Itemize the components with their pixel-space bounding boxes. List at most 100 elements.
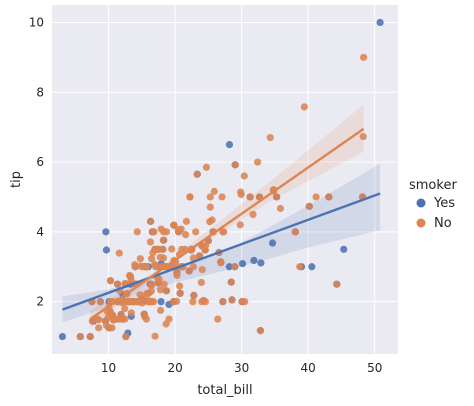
legend-marker-no xyxy=(416,218,426,228)
scatter-point-no xyxy=(162,320,170,328)
scatter-point-yes xyxy=(102,228,110,236)
scatter-point-no xyxy=(182,217,191,225)
regression-line-no xyxy=(89,127,365,321)
scatter-point-no xyxy=(131,263,139,271)
scatter-point-no xyxy=(227,278,235,286)
scatter-point-yes xyxy=(250,256,258,265)
scatter-point-no xyxy=(300,103,308,111)
y-tick-label: 2 xyxy=(36,295,44,309)
scatter-point-no xyxy=(115,315,123,323)
scatter-point-no xyxy=(231,263,239,271)
scatter-point-no xyxy=(121,305,129,313)
x-tick-label: 20 xyxy=(167,361,182,375)
legend-label-no: No xyxy=(434,216,452,231)
scatter-point-no xyxy=(159,245,167,253)
scatter-point-no xyxy=(219,298,227,306)
y-tick-label: 4 xyxy=(36,225,44,239)
legend: smoker Yes No xyxy=(409,178,457,231)
scatter-point-no xyxy=(192,228,200,236)
scatter-point-no xyxy=(126,272,134,281)
scatter-point-no xyxy=(246,193,254,201)
scatter-point-no xyxy=(199,297,208,305)
scatter-point-no xyxy=(249,210,257,218)
scatter-point-no xyxy=(217,258,225,266)
scatter-point-no xyxy=(276,204,285,213)
scatter-point-no xyxy=(170,221,178,229)
scatter-point-no xyxy=(143,290,151,298)
legend-title: smoker xyxy=(409,178,457,193)
x-tick-label: 50 xyxy=(367,361,382,375)
scatter-point-yes xyxy=(102,246,111,254)
scatter-point-no xyxy=(219,228,228,236)
scatter-point-no xyxy=(182,231,190,239)
scatter-point-no xyxy=(160,280,168,288)
scatter-point-no xyxy=(198,265,206,274)
scatter-point-no xyxy=(113,280,122,288)
scatter-point-no xyxy=(256,327,265,335)
scatter-point-yes xyxy=(225,141,234,149)
x-tick-label: 10 xyxy=(101,361,116,375)
scatter-point-no xyxy=(147,217,155,225)
y-axis-label: tip xyxy=(9,171,24,188)
x-tick-labels: 10 20 30 40 50 xyxy=(101,361,382,375)
scatter-point-no xyxy=(146,238,155,246)
scatter-point-no xyxy=(240,172,248,180)
scatter-point-no xyxy=(186,193,194,201)
plot-area xyxy=(52,5,398,354)
scatter-point-no xyxy=(176,282,184,290)
scatter-point-no xyxy=(333,280,341,288)
scatter-point-no xyxy=(136,291,144,299)
scatter-point-no xyxy=(173,269,181,277)
scatter-point-no xyxy=(76,332,84,341)
scatter-point-no xyxy=(176,289,184,297)
scatter-point-no xyxy=(202,163,211,171)
scatter-point-no xyxy=(231,161,239,169)
scatter-point-no xyxy=(273,193,281,201)
legend-marker-yes xyxy=(416,198,426,208)
scatter-point-no xyxy=(175,228,183,236)
scatter-point-yes xyxy=(340,245,348,253)
scatter-point-no xyxy=(305,202,313,210)
scatter-point-yes xyxy=(268,239,277,247)
scatter-point-no xyxy=(142,263,151,271)
scatter-point-no xyxy=(241,298,249,306)
scatter-point-no xyxy=(115,249,123,257)
scatter-point-no xyxy=(105,324,113,332)
scatter-point-no xyxy=(190,291,198,299)
scatter-point-yes xyxy=(238,260,247,268)
scatter-point-no xyxy=(254,158,262,166)
scatter-point-no xyxy=(359,53,368,61)
y-tick-label: 10 xyxy=(29,15,44,29)
scatter-point-no xyxy=(136,255,144,263)
scatter-point-no xyxy=(359,132,367,141)
scatter-point-no xyxy=(185,267,193,275)
scatter-point-no xyxy=(325,193,333,201)
scatter-point-no xyxy=(127,309,135,317)
regression-line-yes xyxy=(62,192,381,311)
scatter-point-no xyxy=(159,236,167,244)
scatter-point-no xyxy=(122,332,130,341)
scatter-point-no xyxy=(86,332,94,341)
scatter-point-yes xyxy=(225,263,233,271)
scatter-point-no xyxy=(206,218,214,226)
scatter-point-yes xyxy=(157,298,165,306)
y-tick-label: 8 xyxy=(36,85,44,99)
scatter-point-no xyxy=(206,193,214,201)
scatter-point-no xyxy=(162,228,171,236)
scatter-point-no xyxy=(291,228,299,236)
scatter-point-no xyxy=(218,193,226,201)
scatter-point-no xyxy=(210,187,218,195)
scatter-point-no xyxy=(206,203,214,211)
scatter-point-no xyxy=(149,298,158,306)
scatter-point-no xyxy=(189,254,197,262)
scatter-point-no xyxy=(154,263,163,271)
scatter-point-no xyxy=(189,298,197,306)
scatter-point-no xyxy=(312,193,320,201)
scatter-point-no xyxy=(148,255,156,263)
scatter-point-no xyxy=(147,280,155,288)
scatter-point-no xyxy=(228,296,236,304)
scatter-point-no xyxy=(169,298,178,306)
scatter-point-no xyxy=(296,263,304,271)
scatter-point-no xyxy=(214,315,222,323)
